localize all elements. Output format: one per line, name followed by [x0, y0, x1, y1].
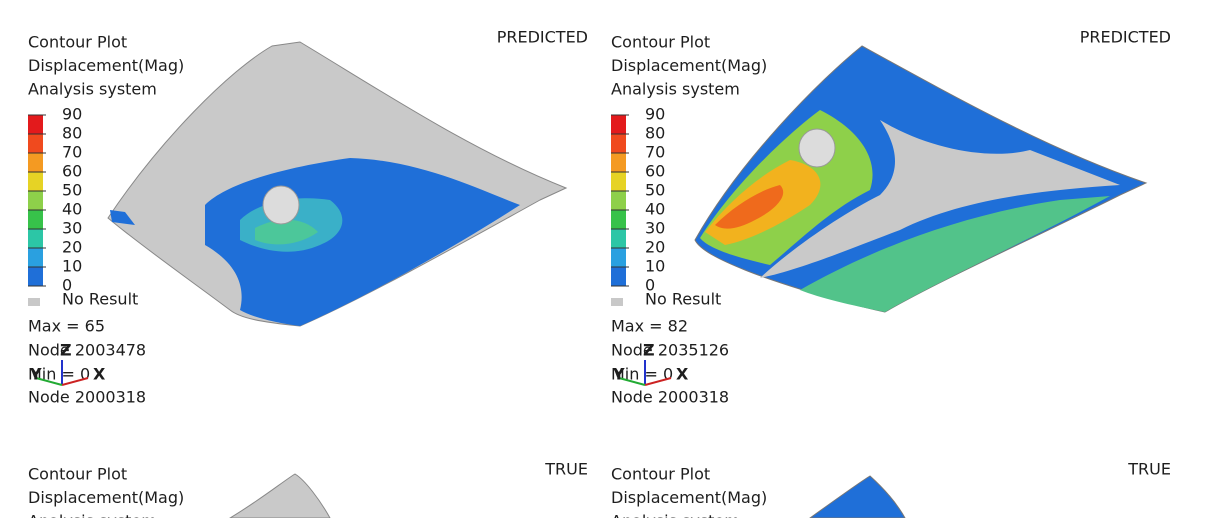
min-node: Node 2000318 [611, 388, 729, 407]
legend-swatch [28, 210, 43, 229]
axis-y-label: Y [612, 365, 625, 384]
hood-left-true [229, 473, 331, 518]
axis-x-label: X [93, 365, 106, 384]
no-result-label: No Result [62, 290, 138, 309]
hood-right-true [809, 475, 906, 518]
legend-label: 70 [645, 143, 665, 162]
title-line: Displacement(Mag) [28, 56, 184, 75]
title-line: Displacement(Mag) [28, 488, 184, 507]
legend-swatch [611, 267, 626, 286]
title-line: Contour Plot [28, 465, 127, 484]
legend-swatch [28, 115, 43, 134]
legend-label: 60 [645, 162, 665, 181]
legend-swatch [611, 153, 626, 172]
legend-swatch [28, 153, 43, 172]
title-line: Contour Plot [611, 33, 710, 52]
max-label: Max = 65 [28, 317, 105, 336]
hood-right-predicted [694, 45, 1148, 313]
legend-swatch [611, 191, 626, 210]
min-label: Min = 0 [611, 365, 673, 384]
axis-z-label: Z [60, 341, 72, 360]
legend-label: 0 [62, 276, 72, 295]
legend-label: 20 [62, 238, 82, 257]
panel-label: TRUE [544, 460, 588, 479]
legend-label: 50 [645, 181, 665, 200]
no-result-label: No Result [645, 290, 721, 309]
legend-swatch [28, 191, 43, 210]
legend-label: 10 [62, 257, 82, 276]
legend-label: 40 [645, 200, 665, 219]
legend-label: 10 [645, 257, 665, 276]
axis-x [644, 377, 672, 386]
legend-label: 30 [645, 219, 665, 238]
legend-swatch [28, 248, 43, 267]
legend-label: 70 [62, 143, 82, 162]
min-node: Node 2000318 [28, 388, 146, 407]
axis-z-label: Z [643, 341, 655, 360]
title-line: Analysis system [28, 80, 157, 99]
title-line: Analysis system [28, 512, 157, 518]
legend-label: 90 [62, 105, 82, 124]
legend-label: 80 [62, 124, 82, 143]
title-line: Displacement(Mag) [611, 488, 767, 507]
max-node: Node 2035126 [611, 341, 729, 360]
title-line: Analysis system [611, 512, 740, 518]
axis-y-label: Y [29, 365, 42, 384]
panel-label: PREDICTED [497, 28, 588, 47]
legend-label: 80 [645, 124, 665, 143]
legend-swatch [611, 134, 626, 153]
axis-x-label: X [676, 365, 689, 384]
no-result-swatch [611, 298, 623, 306]
title-line: Contour Plot [611, 465, 710, 484]
legend-label: 50 [62, 181, 82, 200]
title-line: Contour Plot [28, 33, 127, 52]
legend-label: 20 [645, 238, 665, 257]
legend-swatch [28, 134, 43, 153]
hood-left-predicted [107, 41, 568, 327]
panel-label: PREDICTED [1080, 28, 1171, 47]
legend-label: 90 [645, 105, 665, 124]
axis-y [35, 377, 63, 386]
legend-swatch [611, 248, 626, 267]
legend-label: 40 [62, 200, 82, 219]
min-label: Min = 0 [28, 365, 90, 384]
legend-swatch [28, 172, 43, 191]
legend-swatch [611, 210, 626, 229]
legend-swatch [611, 172, 626, 191]
legend-swatch [611, 229, 626, 248]
legend-label: 0 [645, 276, 655, 295]
legend-swatch [28, 267, 43, 286]
legend-label: 60 [62, 162, 82, 181]
title-line: Displacement(Mag) [611, 56, 767, 75]
panel-label: TRUE [1127, 460, 1171, 479]
axis-x [61, 377, 89, 386]
legend-swatch [611, 115, 626, 134]
max-node: Node 2003478 [28, 341, 146, 360]
max-label: Max = 82 [611, 317, 688, 336]
no-result-swatch [28, 298, 40, 306]
legend-label: 30 [62, 219, 82, 238]
legend-swatch [28, 229, 43, 248]
axis-y [618, 377, 646, 386]
title-line: Analysis system [611, 80, 740, 99]
